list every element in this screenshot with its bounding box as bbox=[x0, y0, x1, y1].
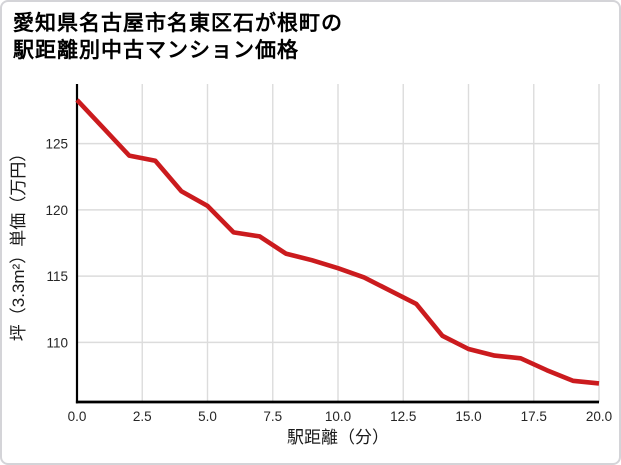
y-tick-label: 115 bbox=[46, 269, 68, 284]
x-tick-label: 5.0 bbox=[198, 409, 217, 424]
y-tick-label: 120 bbox=[45, 203, 68, 218]
x-tick-label: 17.5 bbox=[521, 409, 547, 424]
x-tick-label: 15.0 bbox=[455, 409, 481, 424]
chart-title: 愛知県名古屋市名東区石が根町の 駅距離別中古マンション価格 bbox=[13, 10, 343, 65]
x-tick-label: 10.0 bbox=[325, 409, 351, 424]
x-tick-label: 2.5 bbox=[133, 409, 152, 424]
x-tick-label: 7.5 bbox=[263, 409, 282, 424]
price-line bbox=[75, 98, 600, 386]
chart-title-line1: 愛知県名古屋市名東区石が根町の bbox=[13, 12, 343, 35]
x-tick-labels: 0.0 2.5 5.0 7.5 10.0 12.5 15.0 17.5 20.0 bbox=[68, 409, 613, 424]
x-tick-label: 0.0 bbox=[68, 409, 87, 424]
x-tick-label: 12.5 bbox=[390, 409, 416, 424]
y-axis-title: 坪（3.3m²）単価（万円） bbox=[9, 145, 28, 341]
y-tick-labels: 110 115 120 125 bbox=[45, 137, 68, 351]
chart-title-line2: 駅距離別中古マンション価格 bbox=[13, 39, 299, 63]
y-tick-label: 125 bbox=[45, 137, 68, 152]
y-tick-label: 110 bbox=[46, 335, 68, 350]
x-axis-title: 駅距離（分） bbox=[287, 428, 389, 447]
gridlines bbox=[76, 84, 600, 402]
x-tick-label: 20.0 bbox=[586, 409, 612, 424]
